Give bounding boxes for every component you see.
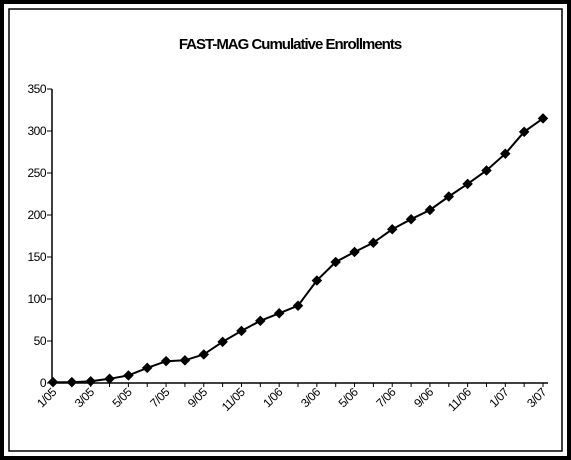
series-line [53,117,544,384]
data-point-marker [85,375,97,387]
data-point-marker [160,355,172,367]
y-tick-label: 200 [27,208,46,222]
data-point-marker [499,148,511,160]
data-point-marker [386,223,398,235]
y-tick-label: 350 [27,82,46,96]
y-tick-label: 50 [34,334,47,348]
data-point-marker [311,275,323,286]
data-point-marker [198,349,210,360]
x-tick-label: 3/06 [298,385,324,411]
x-tick-label: 11/05 [219,385,248,414]
inner-border [8,8,563,452]
y-tick-label: 300 [27,124,46,138]
data-point-marker [424,204,436,216]
y-tick-label: 0 [40,376,47,390]
data-point-marker [481,165,492,176]
data-point-marker [66,376,78,388]
y-tick-label: 100 [27,292,46,306]
plot-area: 0 50 100 150 200 250 300 350 1/05 3/05 5/05 7/05 9/0… [27,82,549,414]
data-point-marker [273,307,285,319]
x-tick-label: 11/06 [445,385,474,414]
x-tick-label: 7/05 [147,385,173,411]
y-tick-label: 250 [27,166,46,180]
x-tick-label: 3/05 [72,385,98,411]
data-point-marker [47,376,59,388]
y-tick-label: 150 [27,250,46,264]
x-tick-label: 7/06 [373,385,399,411]
data-point-marker [217,336,228,348]
x-tick-label: 1/07 [486,385,512,411]
data-point-marker [462,178,473,190]
x-tick-label: 9/06 [411,385,437,411]
data-point-marker [141,362,153,374]
data-point-marker [292,300,304,312]
x-tick-label: 1/06 [260,385,286,411]
data-point-marker [349,246,360,258]
data-point-marker [123,370,134,381]
data-point-marker [443,191,455,202]
data-point-marker [179,354,191,366]
x-tick-label: 5/06 [336,385,362,411]
x-tick-label: 1/05 [34,385,60,411]
data-point-marker [405,213,417,225]
data-point-marker [330,256,342,268]
data-point-marker [537,113,549,124]
data-point-marker [104,373,115,385]
data-point-marker [368,237,379,249]
data-point-marker [518,126,530,138]
chart-title: FAST-MAG Cumulative Enrollments [179,36,402,53]
x-tick-label: 5/05 [110,385,136,411]
x-tick-label: 3/07 [524,385,550,411]
data-point-marker [236,325,247,337]
data-point-marker [254,315,266,327]
x-tick-label: 9/05 [185,385,211,411]
